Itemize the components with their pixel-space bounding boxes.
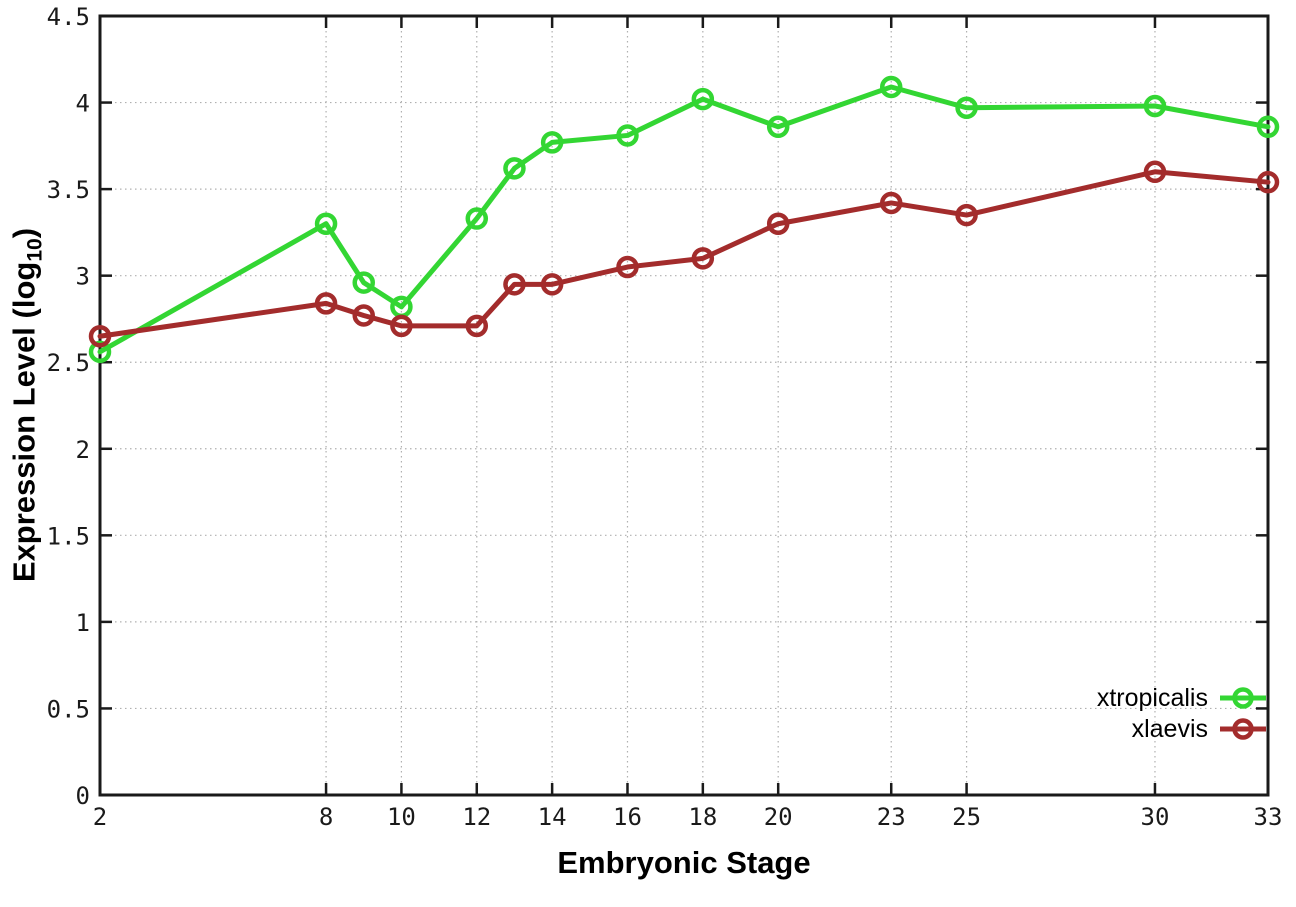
x-axis-title: Embryonic Stage <box>557 845 811 880</box>
legend-entry-xlaevis: xlaevis <box>1097 716 1266 742</box>
data-point-xlaevis <box>955 203 978 227</box>
data-point-xlaevis <box>503 273 526 296</box>
y-tick-label: 2.5 <box>47 349 90 377</box>
data-point-xtropicalis <box>766 115 790 139</box>
data-point-xlaevis <box>540 273 564 296</box>
x-tick-label: 33 <box>1254 803 1283 831</box>
legend: xtropicalis xlaevis <box>1097 685 1266 742</box>
y-tick-label: 3 <box>76 263 90 291</box>
x-tick-label: 30 <box>1141 803 1170 831</box>
legend-marker-xlaevis-icon <box>1220 718 1266 740</box>
data-point-xlaevis <box>616 255 639 279</box>
data-point-xlaevis <box>766 212 790 235</box>
data-point-xtropicalis <box>503 157 526 180</box>
legend-label-xtropicalis: xtropicalis <box>1096 684 1208 712</box>
data-point-xlaevis <box>352 304 375 327</box>
plot-border <box>98 14 1270 797</box>
y-tick-label: 0.5 <box>47 695 90 723</box>
data-point-xtropicalis <box>540 131 564 154</box>
series-line-xlaevis <box>97 169 1271 339</box>
data-point-xlaevis <box>1256 170 1280 194</box>
x-tick-label: 12 <box>462 803 491 831</box>
y-tick-label: 1.5 <box>47 522 90 550</box>
data-point-xtropicalis <box>314 212 338 235</box>
x-tick-label: 10 <box>387 803 416 831</box>
y-axis-title-close: ) <box>6 227 42 239</box>
y-axis-title: Expression Level (log10) <box>6 228 47 582</box>
data-point-xtropicalis <box>879 75 903 99</box>
data-point-xlaevis <box>88 325 112 348</box>
data-point-xtropicalis <box>691 87 715 111</box>
data-point-xtropicalis <box>955 96 978 119</box>
data-point-xlaevis <box>879 191 903 215</box>
y-tick-label: 0 <box>76 782 90 810</box>
data-point-xlaevis <box>314 292 338 315</box>
data-point-xtropicalis <box>616 124 639 147</box>
x-tick-label: 8 <box>319 803 333 831</box>
x-tick-label: 2 <box>93 803 107 831</box>
y-axis-title-subscript: 10 <box>23 238 47 262</box>
legend-point-xlaevis-icon <box>1232 718 1254 740</box>
legend-marker-xtropicalis-icon <box>1220 687 1266 709</box>
y-tick-label: 4 <box>76 90 90 118</box>
y-tick-label: 3.5 <box>47 176 90 204</box>
legend-point-xtropicalis-icon <box>1232 687 1254 709</box>
x-tick-label: 20 <box>764 803 793 831</box>
x-tick-label: 25 <box>952 803 981 831</box>
y-tick-label: 4.5 <box>47 3 90 31</box>
y-tick-label: 2 <box>76 436 90 464</box>
y-tick-label: 1 <box>76 609 90 637</box>
x-tick-label: 16 <box>613 803 642 831</box>
legend-entry-xtropicalis: xtropicalis <box>1097 685 1266 711</box>
data-point-xtropicalis <box>352 271 375 294</box>
data-point-xtropicalis <box>465 207 489 230</box>
data-point-xlaevis <box>390 314 413 338</box>
x-tick-label: 23 <box>877 803 906 831</box>
data-point-xtropicalis <box>88 340 112 364</box>
data-point-xlaevis <box>465 314 489 338</box>
y-axis-title-text: Expression Level (log <box>6 261 42 583</box>
x-tick-label: 14 <box>538 803 567 831</box>
legend-label-xlaevis: xlaevis <box>1131 715 1208 743</box>
data-point-xtropicalis <box>1256 115 1280 139</box>
x-tick-label: 18 <box>688 803 717 831</box>
data-point-xlaevis <box>1143 160 1167 184</box>
data-point-xlaevis <box>691 247 715 270</box>
data-point-xtropicalis <box>1143 94 1167 118</box>
